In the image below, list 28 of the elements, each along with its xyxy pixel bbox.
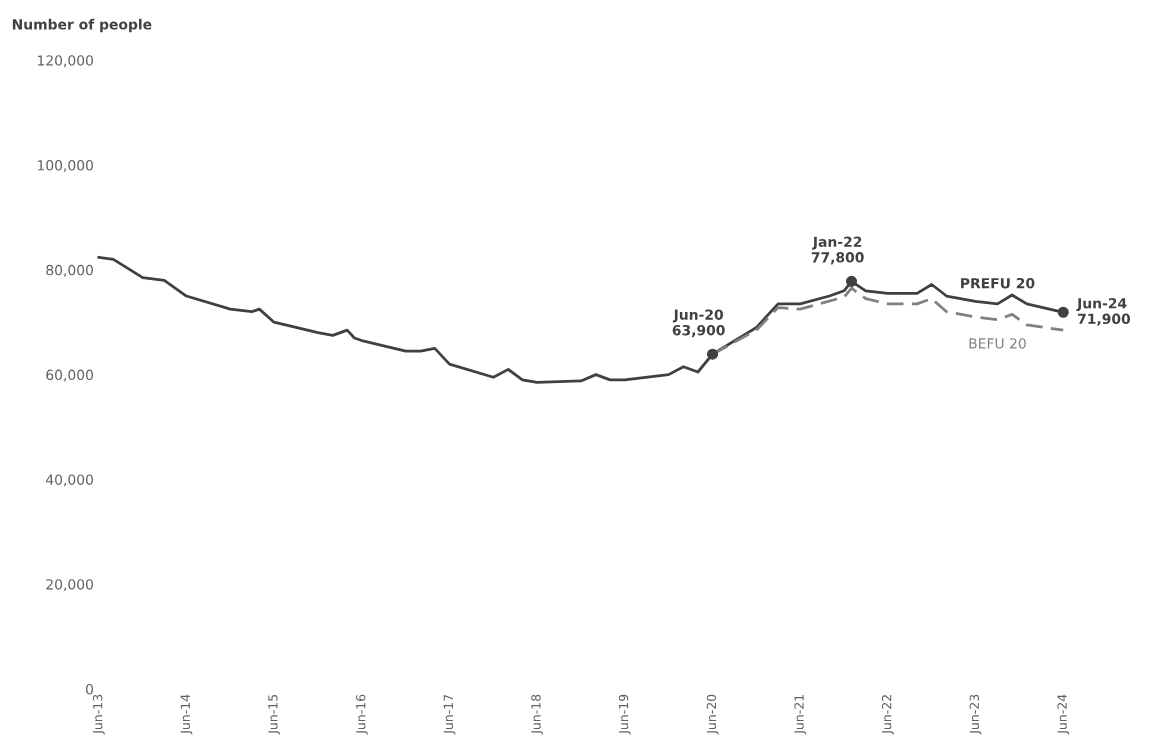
annotation: Jan-22 77,800 [811, 236, 864, 265]
x-tick-label: Jun-17 [443, 694, 456, 735]
annotation: Jun-24 71,900 [1076, 298, 1131, 326]
y-tick-label: 40,000 [45, 474, 93, 487]
x-tick-label: Jun-16 [356, 694, 368, 735]
y-tick-label: 120,000 [38, 55, 93, 68]
series-label: PREFU 20 [961, 277, 1035, 289]
annotation: Jun-20 63,900 [672, 309, 725, 338]
x-tick-label: Jun-21 [794, 695, 807, 735]
point [1057, 306, 1069, 318]
x-tick-label: Jun-19 [618, 694, 631, 735]
y-axis-title: Number of people [12, 18, 152, 33]
x-tick-label: Jun-13 [92, 694, 105, 735]
x-tick-label: Jun-24 [1057, 694, 1070, 735]
y-tick-label: 0 [85, 683, 93, 695]
point [845, 275, 858, 287]
x-tick-label: Jun-22 [881, 695, 894, 735]
x-tick-label: Jun-23 [969, 694, 982, 735]
x-tick-label: Jun-14 [180, 694, 193, 735]
x-tick-label: Jun-20 [706, 694, 719, 735]
y-tick-label: 20,000 [46, 579, 93, 592]
y-tick-label: 100,000 [38, 160, 93, 172]
y-tick-label: 60,000 [46, 369, 93, 382]
series-label: BEFU 20 [969, 338, 1026, 349]
x-tick-label: Jun-18 [531, 694, 544, 735]
y-tick-label: 80,000 [46, 264, 93, 277]
point [706, 348, 719, 360]
x-tick-label: Jun-15 [268, 694, 280, 735]
